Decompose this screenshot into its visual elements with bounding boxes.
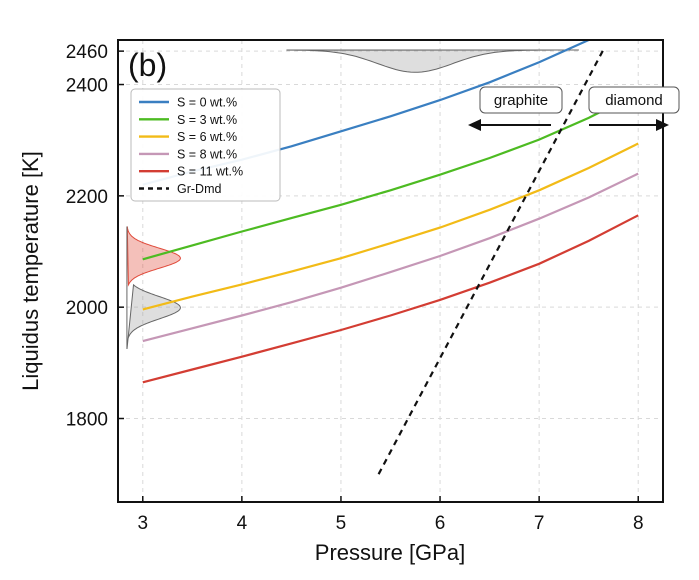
legend-label: S = 11 wt.% [177,165,243,179]
legend-label: S = 3 wt.% [177,113,237,127]
diamond-arrow-head [656,119,669,131]
x-tick-label: 5 [336,513,347,534]
distribution-curve [126,283,181,349]
x-tick-label: 7 [534,513,545,534]
y-tick-label: 2460 [66,42,108,63]
legend-label: S = 8 wt.% [177,147,237,161]
y-tick-label: 2400 [66,76,108,97]
y-tick-label: 2000 [66,298,108,319]
legend-label: Gr-Dmd [177,182,221,196]
x-tick-label: 4 [237,513,248,534]
y-tick-label: 2200 [66,187,108,208]
graphite-arrow-head [468,119,481,131]
legend-box [130,88,281,202]
diamond-label: diamond [605,92,663,109]
series-line-4 [142,214,639,384]
series-line-3 [142,172,639,343]
axis-ticks: 3 4 5 6 7 8 1800 2000 2200 2400 2460 [66,42,644,534]
graphite-label: graphite [494,92,548,109]
legend: S = 0 wt.% S = 3 wt.% S = 6 wt.% S = 8 wt.%… [130,88,281,202]
annotations: graphite diamond [468,86,680,131]
x-tick-label: 8 [633,513,644,534]
plot-frame [117,39,664,503]
legend-label: S = 0 wt.% [177,96,237,110]
legend-label: S = 6 wt.% [177,130,237,144]
panel-label: (b) [128,47,167,83]
y-tick-label: 1800 [66,410,108,431]
x-tick-label: 6 [435,513,446,534]
series-line-5 [377,48,605,475]
x-axis-label: Pressure [GPa] [315,540,465,565]
series-line-1 [142,91,639,261]
graphite-label-box [479,86,563,114]
y-axis-label: Liquidus temperature [K] [18,151,43,391]
series-line-2 [142,142,639,311]
series-group [142,40,639,475]
diamond-label-box [588,86,680,114]
x-tick-label: 3 [137,513,148,534]
